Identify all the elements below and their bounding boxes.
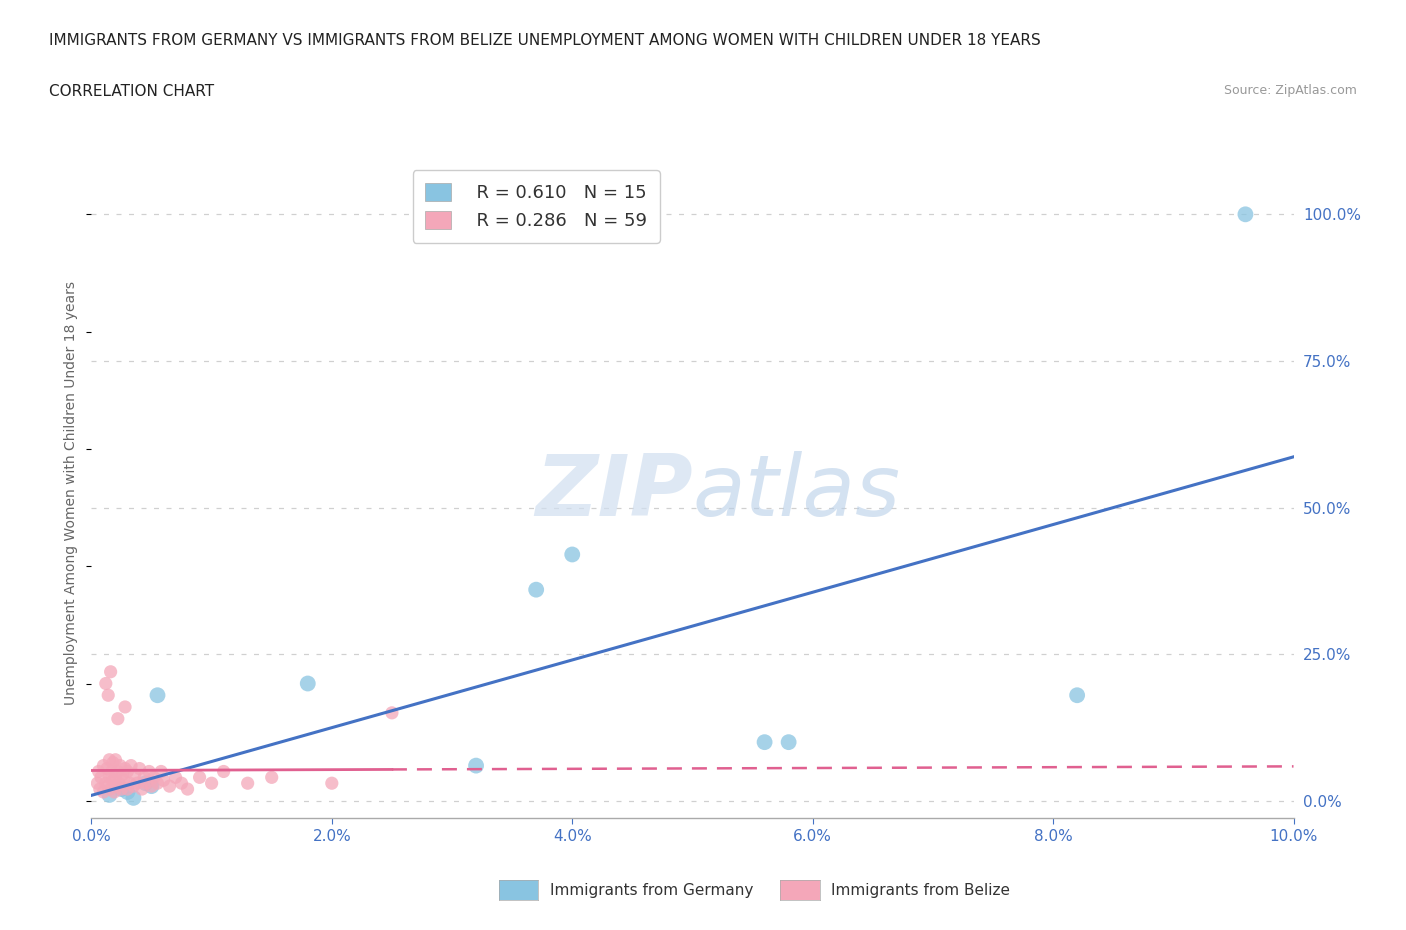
Point xyxy=(188,770,211,785)
Text: IMMIGRANTS FROM GERMANY VS IMMIGRANTS FROM BELIZE UNEMPLOYMENT AMONG WOMEN WITH : IMMIGRANTS FROM GERMANY VS IMMIGRANTS FR… xyxy=(49,33,1040,47)
Point xyxy=(101,755,124,770)
Point xyxy=(104,770,127,785)
Point xyxy=(150,764,173,779)
Text: Immigrants from Belize: Immigrants from Belize xyxy=(831,883,1010,897)
Point xyxy=(98,788,121,803)
Point xyxy=(138,764,160,779)
Point xyxy=(89,781,111,796)
Point xyxy=(94,676,117,691)
Point xyxy=(101,773,124,788)
Point xyxy=(114,699,136,714)
Point xyxy=(122,790,145,805)
Point xyxy=(117,781,139,796)
Point xyxy=(146,776,169,790)
Y-axis label: Unemployment Among Women with Children Under 18 years: Unemployment Among Women with Children U… xyxy=(65,281,79,705)
Point xyxy=(170,776,193,790)
Point xyxy=(120,758,142,773)
Point xyxy=(321,776,343,790)
Text: Source: ZipAtlas.com: Source: ZipAtlas.com xyxy=(1223,84,1357,97)
Text: ZIP: ZIP xyxy=(534,451,692,535)
Point xyxy=(465,758,488,773)
Text: atlas: atlas xyxy=(692,451,900,535)
Point xyxy=(297,676,319,691)
Point xyxy=(134,776,156,790)
Point xyxy=(141,778,163,793)
Point xyxy=(90,770,112,785)
Point xyxy=(97,688,120,703)
Point xyxy=(98,752,121,767)
Point xyxy=(381,705,404,720)
Legend:   R = 0.610   N = 15,   R = 0.286   N = 59: R = 0.610 N = 15, R = 0.286 N = 59 xyxy=(413,170,659,243)
Point xyxy=(117,785,139,800)
Point xyxy=(112,773,135,788)
Point xyxy=(107,711,129,726)
Point xyxy=(124,767,146,782)
Point xyxy=(110,781,132,796)
Point xyxy=(1066,688,1088,703)
Point xyxy=(159,778,181,793)
Point xyxy=(93,785,115,800)
Point xyxy=(96,761,118,776)
Point xyxy=(524,582,547,597)
Point xyxy=(212,764,235,779)
Point xyxy=(100,664,122,679)
Point xyxy=(146,688,169,703)
Point xyxy=(131,781,153,796)
Point xyxy=(122,778,145,793)
Point xyxy=(104,752,127,767)
Point xyxy=(135,776,157,790)
Point xyxy=(103,785,125,800)
Point xyxy=(108,776,131,790)
Point xyxy=(176,781,198,796)
Point xyxy=(101,764,124,779)
Point xyxy=(107,764,129,779)
Point xyxy=(87,764,110,779)
Point xyxy=(754,735,776,750)
Point xyxy=(142,770,165,785)
Text: CORRELATION CHART: CORRELATION CHART xyxy=(49,84,214,99)
Point xyxy=(97,778,120,793)
Point xyxy=(1234,206,1257,221)
Point xyxy=(118,776,141,790)
Point xyxy=(125,776,148,790)
Point xyxy=(236,776,259,790)
Point xyxy=(134,770,156,785)
Point xyxy=(117,764,139,779)
Point xyxy=(98,770,121,785)
Point xyxy=(165,770,187,785)
Point xyxy=(561,547,583,562)
Text: Immigrants from Germany: Immigrants from Germany xyxy=(550,883,754,897)
Point xyxy=(93,758,115,773)
Point xyxy=(86,776,108,790)
Point xyxy=(201,776,224,790)
Point xyxy=(110,781,132,796)
Point xyxy=(105,778,128,793)
Point xyxy=(260,770,283,785)
Point xyxy=(110,758,132,773)
Point xyxy=(111,767,134,782)
Point xyxy=(128,761,150,776)
Point xyxy=(114,761,136,776)
Point xyxy=(778,735,800,750)
Point xyxy=(141,778,163,793)
Point xyxy=(100,781,122,796)
Point xyxy=(94,776,117,790)
Point xyxy=(152,773,174,788)
